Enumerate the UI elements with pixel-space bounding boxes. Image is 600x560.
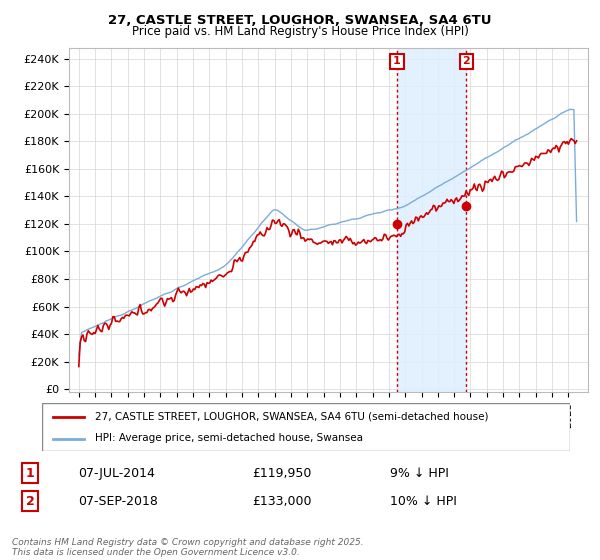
Text: 27, CASTLE STREET, LOUGHOR, SWANSEA, SA4 6TU: 27, CASTLE STREET, LOUGHOR, SWANSEA, SA4… <box>108 14 492 27</box>
Text: HPI: Average price, semi-detached house, Swansea: HPI: Average price, semi-detached house,… <box>95 433 363 443</box>
Text: 1: 1 <box>393 57 401 67</box>
Text: 27, CASTLE STREET, LOUGHOR, SWANSEA, SA4 6TU (semi-detached house): 27, CASTLE STREET, LOUGHOR, SWANSEA, SA4… <box>95 412 488 422</box>
Text: 2: 2 <box>26 494 34 508</box>
Text: 1: 1 <box>26 466 34 480</box>
Text: 9% ↓ HPI: 9% ↓ HPI <box>390 466 449 480</box>
Text: 07-SEP-2018: 07-SEP-2018 <box>78 494 158 508</box>
Text: Price paid vs. HM Land Registry's House Price Index (HPI): Price paid vs. HM Land Registry's House … <box>131 25 469 38</box>
Bar <box>397 48 466 392</box>
FancyBboxPatch shape <box>42 403 570 451</box>
Text: Contains HM Land Registry data © Crown copyright and database right 2025.
This d: Contains HM Land Registry data © Crown c… <box>12 538 364 557</box>
Text: £119,950: £119,950 <box>252 466 311 480</box>
Text: 10% ↓ HPI: 10% ↓ HPI <box>390 494 457 508</box>
Text: 2: 2 <box>463 57 470 67</box>
Text: £133,000: £133,000 <box>252 494 311 508</box>
Text: 07-JUL-2014: 07-JUL-2014 <box>78 466 155 480</box>
